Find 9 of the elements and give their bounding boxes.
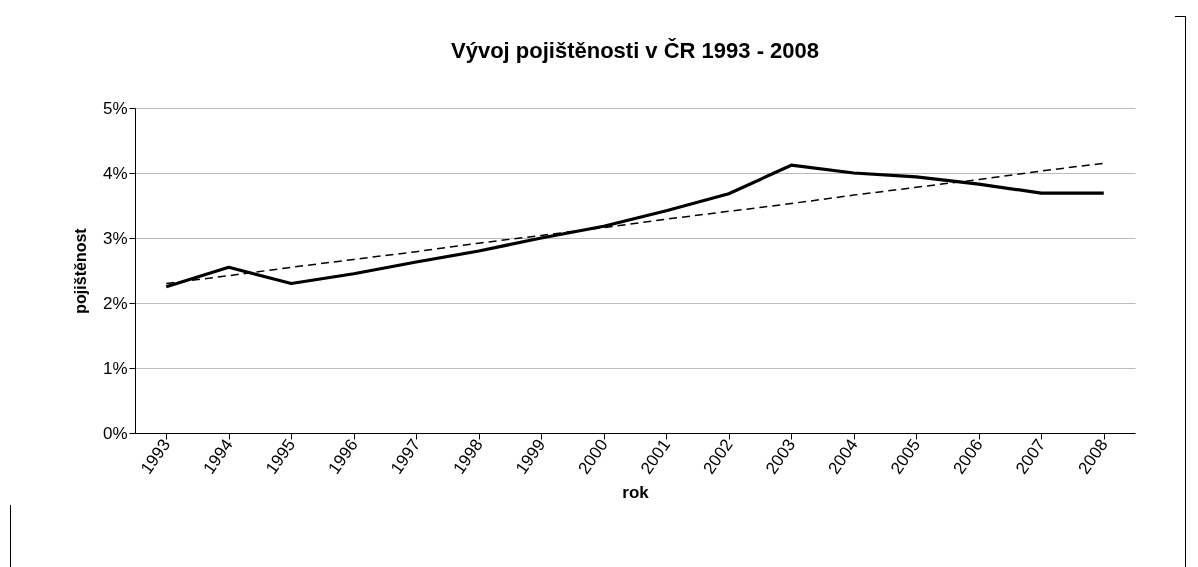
y-tick-label: 1%	[102, 358, 128, 378]
y-tick-label: 0%	[102, 423, 128, 443]
chart-title: Vývoj pojištěnosti v ČR 1993 - 2008	[450, 38, 820, 63]
y-axis-title: pojištěnost	[71, 227, 89, 314]
x-axis-title: rok	[622, 483, 650, 503]
y-tick-label: 3%	[102, 228, 128, 248]
y-tick-label: 5%	[102, 98, 128, 118]
y-tick-label: 2%	[102, 293, 128, 313]
y-tick-label: 4%	[102, 163, 128, 183]
